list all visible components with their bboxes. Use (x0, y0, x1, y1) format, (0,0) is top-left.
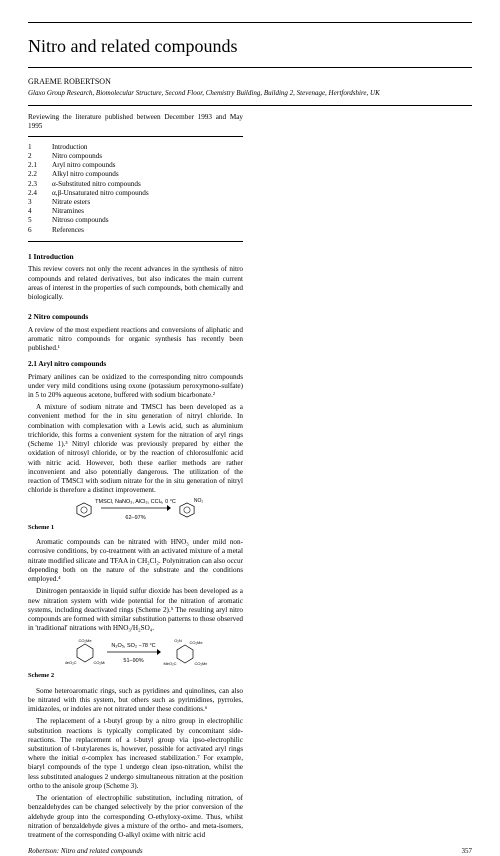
svg-text:CO₂Me: CO₂Me (189, 640, 203, 645)
para-col2-b: Dinitrogen pentaoxide in liquid sulfur d… (28, 587, 243, 633)
running-head: Robertson: Nitro and related compounds (28, 847, 143, 856)
toc: 1Introduction 2Nitro compounds 2.1Aryl n… (28, 143, 243, 242)
svg-text:CO₂Me: CO₂Me (93, 660, 105, 665)
review-rule (28, 136, 243, 137)
toc-item: 1Introduction (28, 143, 243, 152)
review-period: Reviewing the literature published betwe… (28, 113, 243, 131)
triester-icon: CO₂Me MeO₂C CO₂Me (65, 638, 105, 668)
para-aryl-2: A mixture of sodium nitrate and TMSCl ha… (28, 403, 243, 495)
article-title: Nitro and related compounds (28, 35, 472, 58)
affil-rule (28, 105, 472, 106)
toc-rule (28, 241, 243, 242)
scheme-1-figure: TMSCl, NaNO₃, AlCl₃, CCl₄, 0 °C 62–97% N… (28, 499, 243, 521)
page-number: 357 (462, 847, 473, 856)
toc-item: 4Nitramines (28, 207, 243, 216)
svg-text:MeO₂C: MeO₂C (163, 661, 176, 666)
svg-text:O₂N: O₂N (174, 638, 182, 643)
svg-text:CO₂Me: CO₂Me (194, 661, 207, 666)
nitro-triester-icon: O₂N CO₂Me MeO₂C CO₂Me (163, 637, 207, 669)
page-root: Nitro and related compounds GRAEME ROBER… (0, 0, 500, 712)
title-rule (28, 67, 472, 68)
running-footer: Robertson: Nitro and related compounds 3… (28, 847, 472, 856)
toc-item: 2.2Alkyl nitro compounds (28, 170, 243, 179)
svg-text:CO₂Me: CO₂Me (78, 638, 92, 643)
author-name: GRAEME ROBERTSON (28, 77, 472, 87)
benzene-icon (75, 502, 93, 518)
two-column-body: Reviewing the literature published betwe… (28, 113, 472, 843)
para-col2-e: The orientation of electrophilic substit… (28, 794, 243, 840)
toc-item: 2.1Aryl nitro compounds (28, 161, 243, 170)
heading-nitro: 2 Nitro compounds (28, 312, 243, 321)
scheme-1-label: Scheme 1 (28, 524, 243, 532)
scheme-2-figure: CO₂Me MeO₂C CO₂Me N₂O₅, SO₂ −78 °C 51–90… (28, 637, 243, 669)
heading-intro: 1 Introduction (28, 252, 243, 261)
scheme-2-label: Scheme 2 (28, 672, 243, 680)
review-period-box: Reviewing the literature published betwe… (28, 113, 243, 136)
scheme-1-yield: 62–97% (95, 515, 176, 521)
toc-item: 2.4α,β-Unsaturated nitro compounds (28, 189, 243, 198)
top-rule (28, 22, 472, 23)
para-nitro: A review of the most expedient reactions… (28, 326, 243, 354)
nitrobenzene-icon: NO₂ (178, 502, 196, 518)
para-col2-d: The replacement of a t-butyl group by a … (28, 717, 243, 791)
toc-item: 3Nitrate esters (28, 198, 243, 207)
affiliation: Glaxo Group Research, Biomolecular Struc… (28, 89, 472, 98)
svg-text:MeO₂C: MeO₂C (65, 660, 77, 665)
toc-item: 5Nitroso compounds (28, 216, 243, 225)
para-col2-c: Some heteroaromatic rings, such as pyrid… (28, 687, 243, 715)
para-intro: This review covers not only the recent a… (28, 265, 243, 302)
toc-item: 6References (28, 226, 243, 235)
toc-item: 2.3α-Substituted nitro compounds (28, 180, 243, 189)
toc-item: 2Nitro compounds (28, 152, 243, 161)
para-aryl-1: Primary anilines can be oxidized to the … (28, 373, 243, 401)
heading-aryl: 2.1 Aryl nitro compounds (28, 360, 243, 369)
para-col2-a: Aromatic compounds can be nitrated with … (28, 538, 243, 584)
scheme-2-yield: 51–90% (107, 658, 161, 664)
